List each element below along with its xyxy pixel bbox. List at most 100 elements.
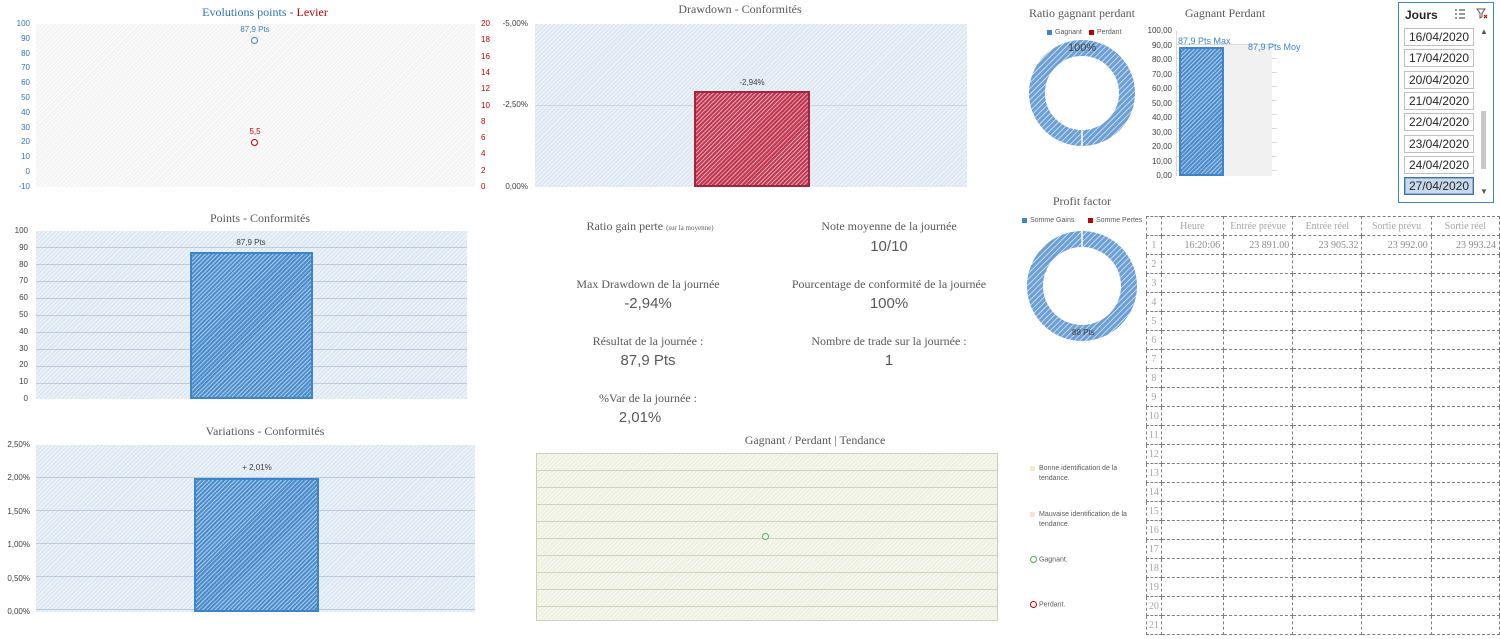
slicer-item[interactable]: 20/04/2020 — [1404, 70, 1474, 89]
table-cell[interactable] — [1223, 558, 1294, 578]
table-cell[interactable] — [1292, 368, 1363, 388]
scroll-up-icon[interactable]: ▲ — [1480, 27, 1488, 36]
table-cell[interactable] — [1430, 482, 1500, 502]
table-cell[interactable] — [1430, 273, 1500, 293]
table-cell[interactable] — [1223, 539, 1294, 559]
table-cell[interactable] — [1292, 596, 1363, 616]
table-cell[interactable] — [1160, 558, 1225, 578]
table-cell[interactable]: 23 992.00 — [1361, 235, 1432, 255]
table-cell[interactable] — [1361, 292, 1432, 312]
table-cell[interactable] — [1160, 406, 1225, 426]
table-cell[interactable] — [1430, 368, 1500, 388]
table-cell[interactable] — [1430, 520, 1500, 540]
jours-slicer[interactable]: Jours 16/04/2020 17/04/2020 20/04/2020 21/0… — [1398, 2, 1494, 203]
table-cell[interactable] — [1430, 292, 1500, 312]
table-cell[interactable] — [1160, 463, 1225, 483]
table-cell[interactable] — [1160, 577, 1225, 597]
table-cell[interactable] — [1160, 254, 1225, 274]
slicer-item[interactable]: 24/04/2020 — [1404, 155, 1474, 174]
table-cell[interactable] — [1223, 330, 1294, 350]
table-cell[interactable] — [1292, 311, 1363, 331]
table-cell[interactable] — [1430, 349, 1500, 369]
table-cell[interactable] — [1292, 254, 1363, 274]
table-cell[interactable] — [1430, 596, 1500, 616]
table-cell[interactable] — [1292, 615, 1363, 635]
table-cell[interactable] — [1361, 501, 1432, 521]
table-cell[interactable] — [1160, 615, 1225, 635]
table-cell[interactable] — [1160, 444, 1225, 464]
table-cell[interactable] — [1361, 368, 1432, 388]
table-cell[interactable] — [1430, 577, 1500, 597]
slicer-item[interactable]: 21/04/2020 — [1404, 91, 1474, 110]
slicer-item[interactable]: 17/04/2020 — [1404, 49, 1474, 68]
table-cell[interactable] — [1430, 539, 1500, 559]
table-cell[interactable] — [1292, 520, 1363, 540]
table-cell[interactable] — [1223, 577, 1294, 597]
table-cell[interactable] — [1292, 273, 1363, 293]
multi-select-icon[interactable] — [1454, 8, 1466, 20]
table-cell[interactable] — [1292, 539, 1363, 559]
table-cell[interactable] — [1430, 311, 1500, 331]
table-cell[interactable] — [1361, 254, 1432, 274]
table-cell[interactable] — [1292, 558, 1363, 578]
table-cell[interactable] — [1160, 387, 1225, 407]
table-cell[interactable] — [1223, 292, 1294, 312]
table-cell[interactable] — [1361, 577, 1432, 597]
slicer-item[interactable]: 27/04/2020 — [1404, 177, 1474, 196]
clear-filter-icon[interactable] — [1476, 8, 1488, 20]
table-cell[interactable]: 23 905.32 — [1292, 235, 1363, 255]
table-cell[interactable] — [1223, 387, 1294, 407]
table-cell[interactable] — [1361, 596, 1432, 616]
table-cell[interactable] — [1361, 311, 1432, 331]
table-cell[interactable] — [1292, 501, 1363, 521]
table-cell[interactable] — [1361, 273, 1432, 293]
table-cell[interactable] — [1430, 558, 1500, 578]
table-cell[interactable]: 23 891.00 — [1223, 235, 1294, 255]
table-cell[interactable] — [1292, 349, 1363, 369]
table-cell[interactable] — [1361, 539, 1432, 559]
table-cell[interactable] — [1160, 539, 1225, 559]
table-cell[interactable] — [1160, 425, 1225, 445]
slicer-item[interactable]: 23/04/2020 — [1404, 134, 1474, 153]
table-cell[interactable] — [1361, 349, 1432, 369]
table-cell[interactable] — [1223, 463, 1294, 483]
table-cell[interactable] — [1160, 368, 1225, 388]
table-cell[interactable] — [1160, 596, 1225, 616]
table-cell[interactable] — [1430, 406, 1500, 426]
table-cell[interactable] — [1430, 615, 1500, 635]
table-cell[interactable] — [1361, 615, 1432, 635]
table-cell[interactable] — [1361, 406, 1432, 426]
table-cell[interactable] — [1223, 254, 1294, 274]
table-cell[interactable] — [1223, 425, 1294, 445]
table-cell[interactable] — [1430, 501, 1500, 521]
table-cell[interactable] — [1430, 425, 1500, 445]
table-cell[interactable]: 16:20:06 — [1160, 235, 1225, 255]
table-cell[interactable] — [1292, 425, 1363, 445]
table-cell[interactable] — [1292, 444, 1363, 464]
table-cell[interactable] — [1223, 444, 1294, 464]
table-cell[interactable] — [1361, 330, 1432, 350]
table-cell[interactable] — [1430, 444, 1500, 464]
table-cell[interactable] — [1292, 387, 1363, 407]
table-cell[interactable] — [1223, 349, 1294, 369]
table-cell[interactable] — [1292, 406, 1363, 426]
table-cell[interactable] — [1160, 349, 1225, 369]
table-cell[interactable] — [1160, 273, 1225, 293]
table-cell[interactable] — [1430, 387, 1500, 407]
table-cell[interactable]: 23 993.24 — [1430, 235, 1500, 255]
table-cell[interactable] — [1160, 482, 1225, 502]
slicer-item[interactable]: 16/04/2020 — [1404, 28, 1474, 46]
table-cell[interactable] — [1160, 292, 1225, 312]
table-cell[interactable] — [1292, 292, 1363, 312]
table-cell[interactable] — [1223, 520, 1294, 540]
table-cell[interactable] — [1430, 463, 1500, 483]
table-cell[interactable] — [1160, 330, 1225, 350]
table-cell[interactable] — [1292, 330, 1363, 350]
slicer-item[interactable]: 22/04/2020 — [1404, 113, 1474, 132]
scroll-down-icon[interactable]: ▼ — [1480, 187, 1488, 196]
table-cell[interactable] — [1160, 520, 1225, 540]
table-cell[interactable] — [1292, 463, 1363, 483]
table-cell[interactable] — [1361, 444, 1432, 464]
table-cell[interactable] — [1223, 501, 1294, 521]
table-cell[interactable] — [1223, 596, 1294, 616]
